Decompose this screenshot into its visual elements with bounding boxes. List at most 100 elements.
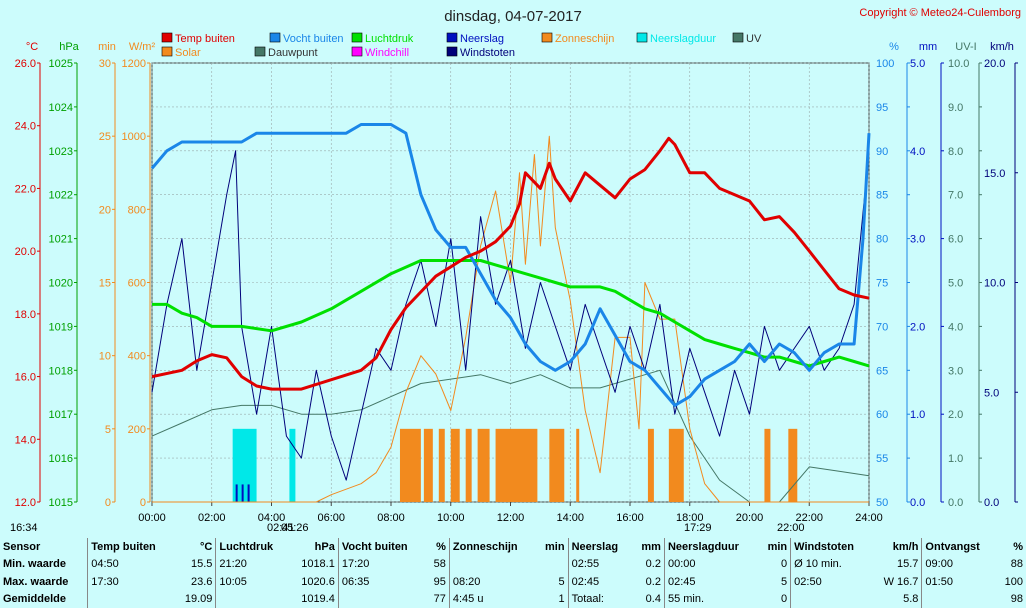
stats-cell-value: 1	[558, 593, 565, 606]
right-axis-tick-label: 4.0	[948, 321, 963, 333]
sunshine-bar	[399, 428, 421, 502]
stats-cell-value: 58	[433, 558, 446, 571]
right-axis-tick-label: 95	[876, 102, 888, 114]
right-axis-tick-label: 3.0	[948, 365, 963, 377]
left-axis-tick-label: 25	[99, 131, 111, 143]
right-axis-tick-label: 100	[876, 58, 894, 70]
left-axis-tick-label: 30	[99, 58, 111, 70]
stats-cell-time	[87, 590, 175, 608]
stats-column-unit: °C	[200, 540, 213, 553]
left-axis-tick-label: 1022	[49, 190, 73, 202]
stats-cell-value: 1018.1	[301, 558, 335, 571]
rain-duration-bar	[232, 428, 257, 502]
left-axis-unit: °C	[26, 41, 38, 53]
stats-cell-time: 02:50	[790, 573, 872, 591]
stats-row: Gemiddelde 19.09 1019.4 77 4:45 u 1 Totaal: 0.4…	[0, 590, 1026, 608]
stats-cell-time: 4:45 u	[448, 590, 537, 608]
stats-cell-value: 1019.4	[301, 593, 335, 606]
stats-column-title: Neerslag	[567, 538, 633, 556]
x-axis-tick-label: 00:00	[138, 512, 166, 524]
solar-line	[152, 135, 869, 503]
stats-cell-time: 04:50	[87, 555, 175, 573]
wind-gust-line	[151, 150, 870, 481]
left-axis-tick-label: 1018	[49, 365, 73, 377]
left-axis-tick-label: 1000	[122, 131, 146, 143]
right-axis-tick-label: 65	[876, 365, 888, 377]
stats-cell-time	[921, 590, 997, 608]
legend-label: Temp buiten	[175, 33, 235, 45]
left-axis-tick-label: 24.0	[15, 121, 36, 133]
sunshine-bar	[647, 428, 654, 502]
stats-column-unit: %	[1013, 540, 1023, 553]
sunshine-bar	[423, 428, 433, 502]
left-axis-tick-label: 10	[99, 351, 111, 363]
x-axis-tick-label: 24:00	[855, 512, 883, 524]
left-axis-tick-label: 1020	[49, 278, 73, 290]
legend-label: Luchtdruk	[365, 33, 414, 45]
right-axis-tick-label: 80	[876, 234, 888, 246]
left-axis-tick-label: 20	[99, 204, 111, 216]
stats-cell-time: 09:00	[921, 555, 997, 573]
legend-label: Windstoten	[460, 47, 515, 59]
stats-row: Min. waarde 04:50 15.5 21:20 1018.1 17:20 58 02…	[0, 555, 1026, 574]
left-axis-tick-label: 1024	[49, 102, 73, 114]
x-axis-tick-label: 22:00	[795, 512, 823, 524]
right-axis-tick-label: 0.0	[948, 497, 963, 509]
stats-column-title: Ontvangst	[921, 538, 997, 556]
right-axis-tick-label: 70	[876, 321, 888, 333]
stats-cell-value: 5	[558, 575, 565, 588]
rain-duration-bar	[289, 428, 296, 502]
x-axis-tick-label: 08:00	[377, 512, 405, 524]
stats-row-label: Min. waarde	[3, 558, 66, 571]
left-axis-tick-label: 16.0	[15, 372, 36, 384]
right-axis-tick-label: 10.0	[948, 58, 969, 70]
right-axis-tick-label: 0.0	[984, 497, 999, 509]
stats-cell-value: 0.4	[645, 593, 661, 606]
stats-cell-time: 08:20	[448, 573, 537, 591]
sunshine-bar	[477, 428, 490, 502]
left-axis-tick-label: 1021	[49, 234, 73, 246]
left-axis-tick-label: 200	[128, 424, 146, 436]
left-axis-tick-label: 22.0	[15, 183, 36, 195]
stats-row-label: Gemiddelde	[3, 593, 66, 606]
legend-swatch	[269, 32, 281, 43]
legend-swatch	[732, 32, 744, 43]
legend-swatch	[351, 32, 363, 43]
stats-cell-value: 5.8	[903, 593, 919, 606]
stats-row-label: Max. waarde	[3, 575, 69, 588]
plot-area	[150, 62, 871, 503]
legend-label: UV	[746, 33, 762, 45]
copyright-text: Copyright © Meteo24-Culemborg	[859, 7, 1021, 19]
rain-bar	[247, 484, 250, 502]
left-axis-tick-label: 1025	[49, 58, 73, 70]
sunshine-bar	[549, 428, 565, 502]
sunshine-bar	[668, 428, 684, 502]
x-axis-tick-label: 04:00	[258, 512, 286, 524]
astro-time-label: 05:26	[281, 522, 309, 534]
rain-bar	[241, 484, 244, 502]
stats-cell-time: 17:30	[87, 573, 175, 591]
left-axis-tick-label: 18.0	[15, 309, 36, 321]
stats-cell-value	[536, 556, 568, 574]
left-axis-tick-label: 0	[105, 497, 111, 509]
stats-column-title: Neerslagduur	[663, 538, 759, 556]
right-axis-tick-label: 6.0	[948, 234, 963, 246]
legend-label: Windchill	[365, 47, 409, 59]
stats-cell-time: 55 min.	[663, 590, 759, 608]
stats-cell-time	[215, 590, 290, 608]
stats-cell-time	[790, 590, 872, 608]
stats-row: Max. waarde 17:30 23.6 10:05 1020.6 06:35 95 08…	[0, 573, 1026, 591]
right-axis-tick-label: 20.0	[984, 58, 1005, 70]
left-axis-tick-label: 1017	[49, 409, 73, 421]
right-axis-tick-label: 5.0	[910, 58, 925, 70]
right-axis-tick-label: 1.0	[948, 453, 963, 465]
chart-title: dinsdag, 04-07-2017	[444, 8, 582, 25]
x-axis-tick-label: 10:00	[437, 512, 465, 524]
stats-cell-value: 95	[433, 575, 446, 588]
stats-cell-time: 02:45	[567, 573, 633, 591]
left-axis-tick-label: 26.0	[15, 58, 36, 70]
right-axis-tick-label: 5.0	[948, 278, 963, 290]
left-axis-tick-label: 600	[128, 278, 146, 290]
right-axis-tick-label: 7.0	[948, 190, 963, 202]
stats-cell-value: 5	[781, 575, 788, 588]
